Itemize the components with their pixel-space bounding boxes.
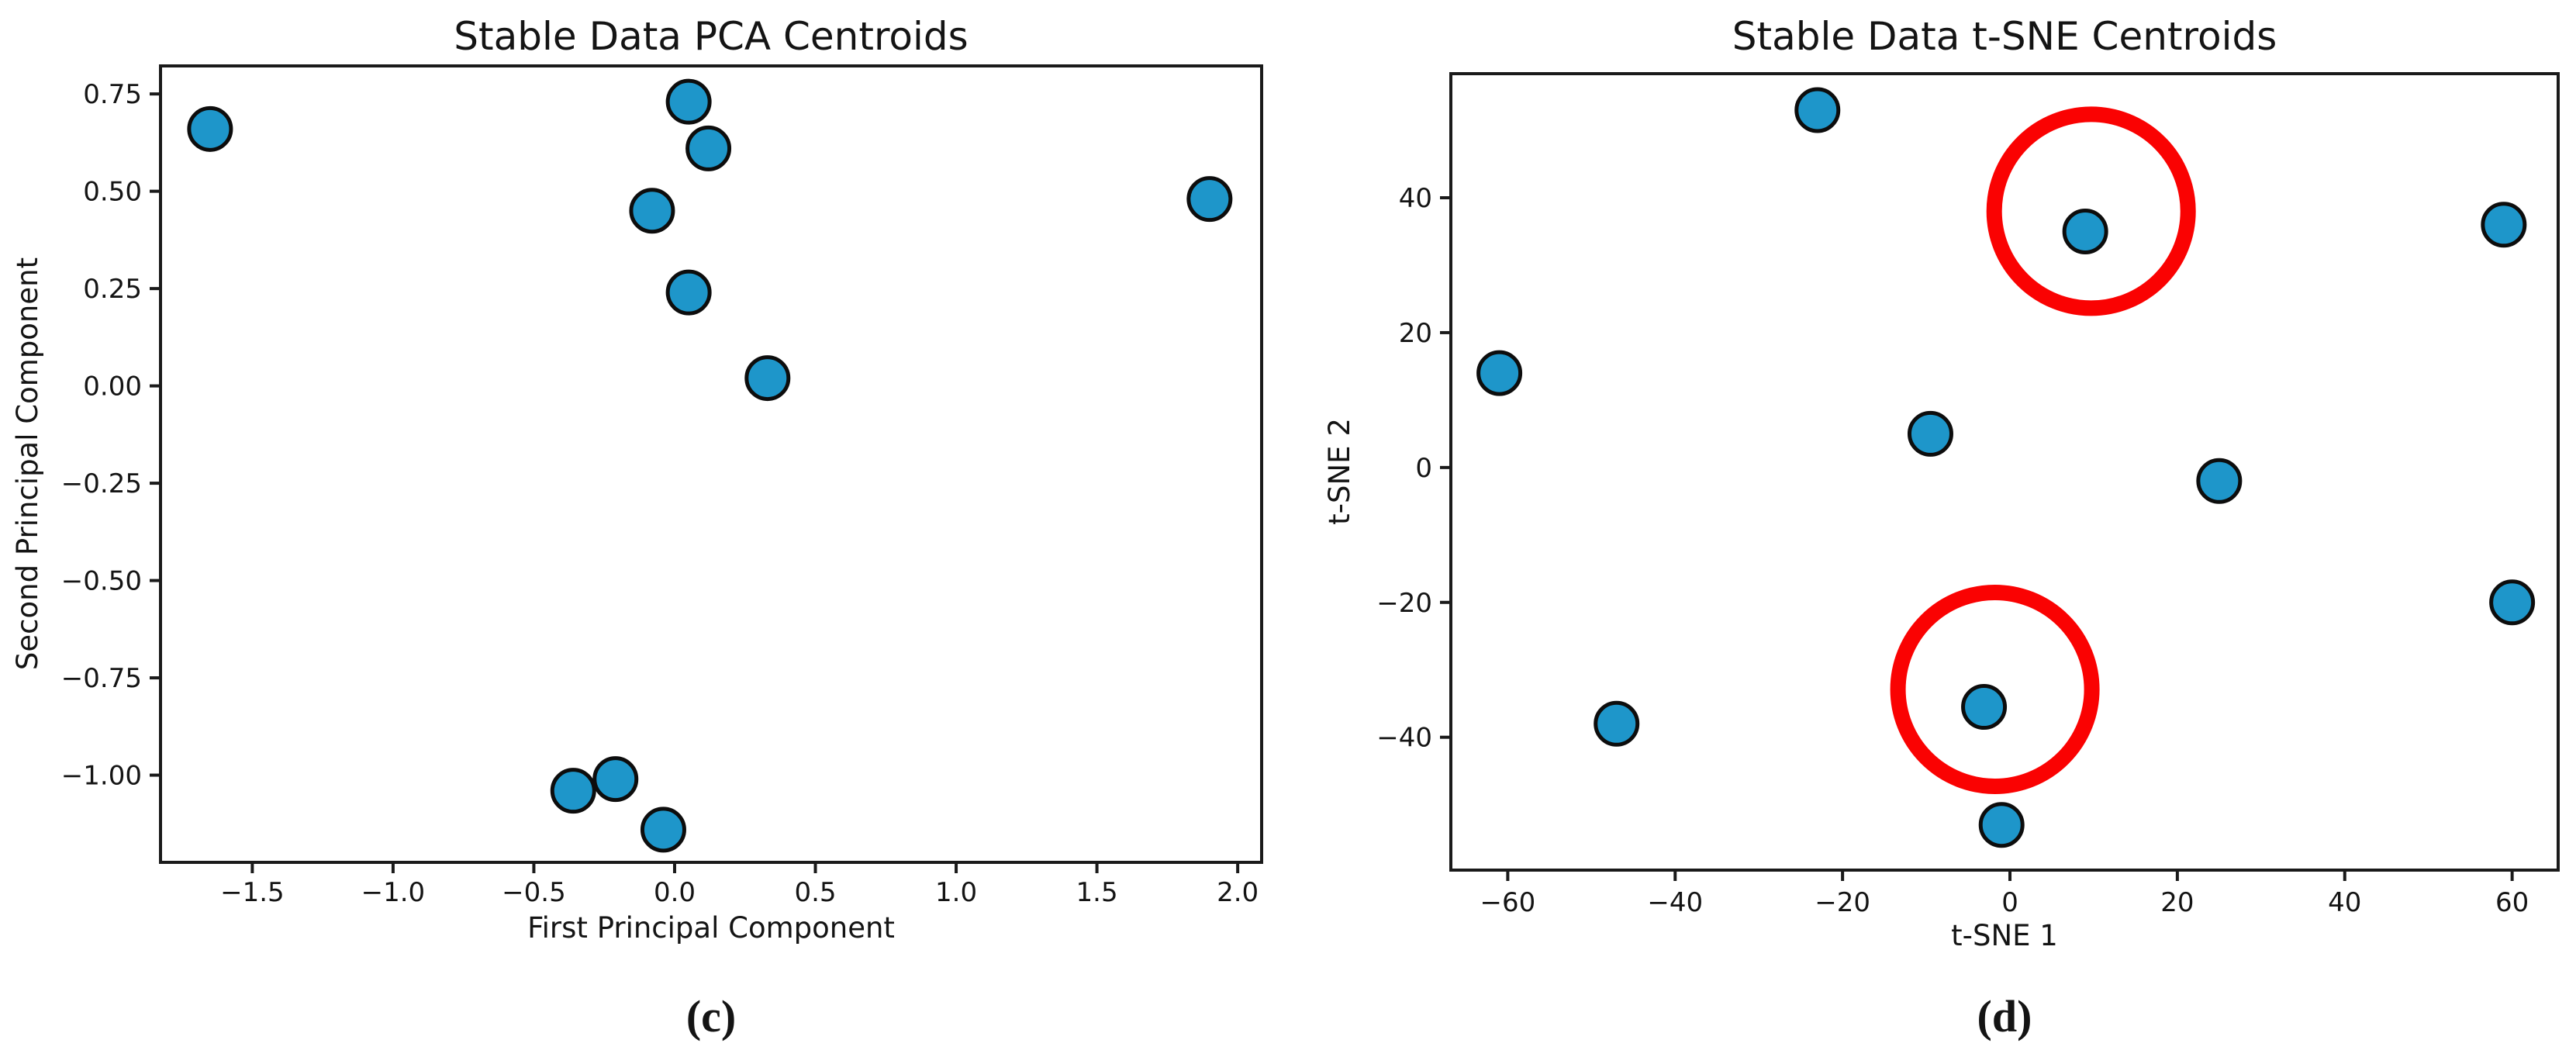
tsne-plot-title: Stable Data t-SNE Centroids — [1732, 14, 2277, 59]
scatter-point — [1961, 684, 2008, 731]
scatter-point — [1978, 802, 2025, 848]
y-tick-label: 20 — [1399, 318, 1432, 349]
scatter-point — [1476, 350, 1523, 396]
x-tick-label: 0.5 — [794, 877, 836, 908]
scatter-point — [629, 188, 675, 234]
x-tick-label: 40 — [2328, 887, 2361, 918]
pca-plot-title: Stable Data PCA Centroids — [454, 14, 968, 59]
scatter-point — [2489, 579, 2536, 626]
scatter-point — [550, 768, 596, 814]
scatter-point — [744, 355, 791, 402]
y-tick-label: 0.00 — [83, 371, 142, 402]
y-tick-label: 0.50 — [83, 177, 142, 208]
y-tick-label: 0.75 — [83, 79, 142, 110]
scatter-point — [187, 105, 233, 152]
x-tick-label: −0.5 — [502, 877, 566, 908]
scatter-point — [2062, 208, 2108, 254]
x-tick-label: 2.0 — [1217, 877, 1259, 908]
y-tick-label: −20 — [1376, 588, 1432, 619]
axes-spines — [159, 64, 1263, 864]
highlight-ring-annotation — [1890, 584, 2100, 794]
axes-spines — [1449, 72, 2560, 872]
x-tick-label: −40 — [1647, 887, 1703, 918]
tsne-panel-caption: (d) — [1977, 991, 2032, 1041]
y-tick-label: −0.50 — [61, 566, 142, 597]
x-tick-label: 20 — [2160, 887, 2194, 918]
pca-x-axis-label: First Principal Component — [527, 911, 895, 945]
y-tick-label: −1.00 — [61, 761, 142, 792]
x-tick-label: 0.0 — [654, 877, 696, 908]
x-tick-label: −1.0 — [361, 877, 426, 908]
y-tick-label: 0 — [1415, 453, 1432, 484]
scatter-point — [1594, 700, 1640, 747]
x-tick-label: 1.0 — [935, 877, 977, 908]
scatter-point — [1907, 410, 1953, 457]
x-tick-label: −1.5 — [220, 877, 285, 908]
scatter-point — [665, 78, 712, 125]
panel-pca: Stable Data PCA Centroids First Principa… — [11, 14, 1263, 1041]
scatter-point — [1794, 87, 1841, 133]
scatter-point — [2196, 458, 2243, 504]
x-tick-label: −60 — [1480, 887, 1536, 918]
panel-tsne: Stable Data t-SNE Centroids t-SNE 1 t-SN… — [1323, 14, 2560, 1041]
tsne-x-axis-label: t-SNE 1 — [1951, 919, 2058, 952]
x-tick-label: 0 — [2001, 887, 2018, 918]
pca-panel-caption: (c) — [686, 991, 736, 1041]
y-tick-label: 40 — [1399, 183, 1432, 214]
y-tick-label: −0.75 — [61, 663, 142, 694]
scatter-point — [2481, 202, 2527, 248]
y-tick-label: −0.25 — [61, 468, 142, 499]
y-tick-label: −40 — [1376, 723, 1432, 754]
scatter-point — [1186, 176, 1233, 223]
scatter-point — [592, 756, 639, 803]
x-tick-label: −20 — [1815, 887, 1870, 918]
scatter-point — [665, 269, 712, 316]
tsne-plot-area: −60 −40 −20 0 20 40 60 40 20 0 −20 −40 — [1376, 72, 2560, 918]
x-tick-label: 60 — [2495, 887, 2529, 918]
tsne-y-axis-label: t-SNE 2 — [1323, 418, 1356, 525]
pca-plot-area: −1.5 −1.0 −0.5 0.0 0.5 1.0 1.5 2.0 0.75 0.50 0.25 0… — [61, 64, 1263, 908]
highlight-ring-annotation — [1986, 106, 2196, 316]
scatter-point — [685, 125, 732, 171]
pca-y-axis-label: Second Principal Component — [11, 257, 44, 670]
x-tick-label: 1.5 — [1076, 877, 1118, 908]
scatter-point — [640, 807, 686, 853]
y-tick-label: 0.25 — [83, 274, 142, 305]
